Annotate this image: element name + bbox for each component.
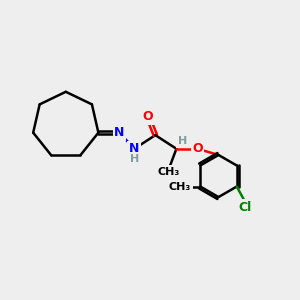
Text: CH₃: CH₃ bbox=[158, 167, 180, 177]
Text: O: O bbox=[142, 110, 153, 123]
Text: N: N bbox=[114, 126, 124, 139]
Text: Cl: Cl bbox=[239, 201, 252, 214]
Text: N: N bbox=[129, 142, 140, 155]
Text: O: O bbox=[192, 142, 203, 155]
Text: H: H bbox=[130, 154, 139, 164]
Text: CH₃: CH₃ bbox=[169, 182, 191, 191]
Text: H: H bbox=[178, 136, 187, 146]
